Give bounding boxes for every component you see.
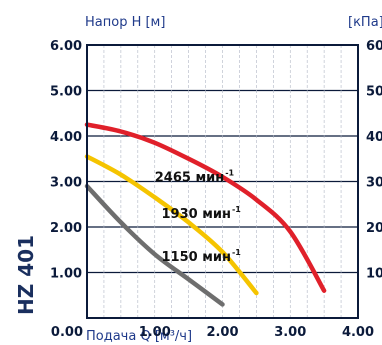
y-tick-label: 4.00 — [50, 130, 82, 145]
x-tick-label: 3.00 — [274, 325, 306, 340]
series-label-sup-1: -1 — [225, 169, 234, 178]
y-axis-title: Напор H [м] — [85, 15, 165, 30]
y-right-tick-label: 20 — [366, 221, 382, 236]
x-tick-label: 0.00 — [51, 325, 83, 340]
series-label-3: 1150 мин — [162, 250, 231, 265]
y-right-tick-label: 60 — [366, 39, 382, 54]
y-right-tick-label: 30 — [366, 176, 382, 191]
x-tick-label: 4.00 — [342, 325, 374, 340]
y-tick-label: 6.00 — [50, 39, 82, 54]
x-tick-label: 2.00 — [206, 325, 238, 340]
series-label-1: 2465 мин — [155, 171, 224, 186]
series-label-2: 1930 мин — [162, 207, 231, 222]
y-tick-label: 5.00 — [50, 85, 82, 100]
series-label-sup-2: -1 — [232, 205, 241, 214]
y-right-tick-label: 10 — [366, 267, 382, 282]
y-axis-right-title: [кПа] — [348, 15, 382, 30]
y-right-tick-label: 40 — [366, 130, 382, 145]
y-tick-label: 1.00 — [50, 267, 82, 282]
y-tick-label: 2.00 — [50, 221, 82, 236]
y-right-tick-label: 50 — [366, 85, 382, 100]
ticks: 6.00 5.00 4.00 3.00 2.00 1.00 60 50 40 30 20 10 0.00… — [50, 39, 382, 340]
y-tick-label: 3.00 — [50, 176, 82, 191]
model-label: HZ 401 — [14, 235, 38, 315]
series-label-sup-3: -1 — [232, 248, 241, 257]
x-tick-label: 1.00 — [139, 325, 171, 340]
